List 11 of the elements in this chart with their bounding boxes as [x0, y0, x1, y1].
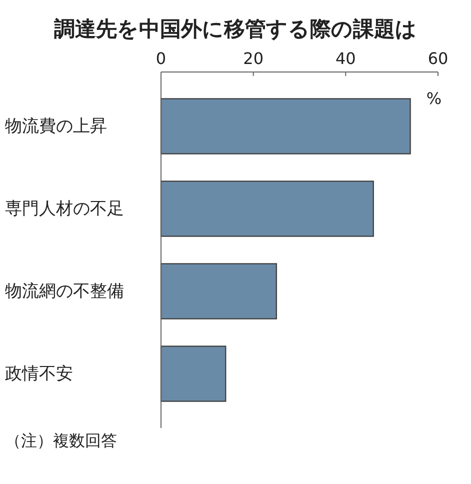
y-tick-label: 物流費の上昇: [5, 116, 107, 136]
x-tick-label: 60: [428, 49, 448, 68]
x-axis-title: %: [426, 89, 442, 108]
text: （注）複数回答: [5, 431, 117, 450]
x-tick-label: 40: [335, 49, 356, 68]
x-tick-label: 0: [156, 49, 166, 68]
y-tick-label: 政情不安: [5, 364, 73, 384]
chart-title: 調達先を中国外に移管する際の課題は: [54, 17, 417, 41]
y-tick-label: 物流網の不整備: [5, 281, 124, 302]
y-tick-label: 専門人材の不足: [5, 198, 124, 219]
x-tick-label: 20: [243, 49, 264, 68]
